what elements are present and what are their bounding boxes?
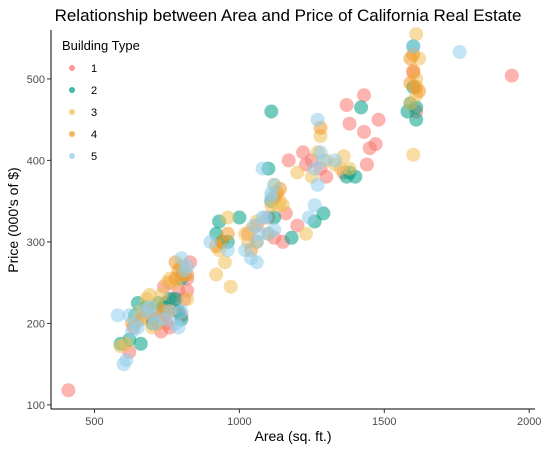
data-point-type-2 <box>409 112 424 127</box>
data-point-type-3 <box>342 161 357 176</box>
data-point-type-4 <box>403 76 418 90</box>
data-point-type-5 <box>452 45 467 59</box>
data-point-type-1 <box>290 218 305 233</box>
data-point-type-1 <box>61 383 76 398</box>
data-point-type-1 <box>504 68 519 83</box>
data-point-type-3 <box>299 226 313 241</box>
data-point-type-2 <box>232 210 247 225</box>
data-point-type-5 <box>130 320 145 335</box>
legend-label: 1 <box>91 63 97 75</box>
y-axis-title: Price (000's of $) <box>5 167 21 272</box>
data-points <box>61 27 519 398</box>
legend-swatch <box>69 131 75 137</box>
y-tick-label: 300 <box>27 237 45 249</box>
data-point-type-5 <box>310 177 325 192</box>
data-point-type-5 <box>252 226 267 241</box>
data-point-type-3 <box>154 287 169 302</box>
legend-item-3: 3 <box>69 107 97 119</box>
legend-swatch <box>69 65 75 71</box>
data-point-type-3 <box>217 255 232 270</box>
data-point-type-3 <box>290 165 305 180</box>
data-point-type-3 <box>406 147 421 162</box>
data-point-type-3 <box>180 292 195 306</box>
data-point-type-3 <box>142 287 157 302</box>
y-tick-label: 100 <box>27 400 45 412</box>
data-point-type-5 <box>171 320 186 335</box>
data-point-type-2 <box>133 336 148 351</box>
data-point-type-5 <box>220 243 235 258</box>
legend-swatch <box>69 87 75 93</box>
legend-items: 1 2 3 4 5 <box>69 63 97 163</box>
legend-item-5: 5 <box>69 151 97 163</box>
data-point-type-5 <box>180 259 195 274</box>
legend-label: 2 <box>91 85 97 97</box>
data-point-type-5 <box>301 210 316 225</box>
data-point-type-1 <box>339 98 354 112</box>
data-point-type-2 <box>168 292 183 306</box>
data-point-type-5 <box>328 153 342 168</box>
legend-label: 4 <box>91 129 97 141</box>
y-tick-label: 400 <box>27 155 45 167</box>
data-point-type-5 <box>110 308 125 323</box>
data-point-type-5 <box>264 190 279 205</box>
data-point-type-1 <box>342 116 357 131</box>
data-point-type-5 <box>267 177 282 192</box>
data-point-type-1 <box>359 157 374 172</box>
data-point-type-5 <box>203 234 218 249</box>
legend-label: 3 <box>91 107 97 119</box>
legend-swatch <box>69 153 75 159</box>
data-point-type-4 <box>406 63 421 78</box>
data-point-type-5 <box>162 304 177 319</box>
data-point-type-5 <box>310 112 325 127</box>
data-point-type-5 <box>119 353 134 368</box>
data-point-type-5 <box>406 39 421 54</box>
legend-item-2: 2 <box>69 85 97 97</box>
data-point-type-3 <box>223 279 238 294</box>
x-axis-ticks: 500 1000 1500 2000 <box>85 409 541 428</box>
data-point-type-3 <box>119 336 134 351</box>
legend-title: Building Type <box>62 38 140 53</box>
data-point-type-3 <box>220 210 235 225</box>
x-axis-title: Area (sq. ft.) <box>254 428 331 444</box>
data-point-type-1 <box>357 88 371 103</box>
data-point-type-5 <box>307 198 322 213</box>
y-tick-label: 200 <box>27 318 45 330</box>
data-point-type-1 <box>281 153 296 168</box>
data-point-type-1 <box>368 137 383 152</box>
legend-item-1: 1 <box>69 63 97 75</box>
x-tick-label: 2000 <box>517 416 541 428</box>
x-tick-label: 1000 <box>227 416 251 428</box>
data-point-type-1 <box>357 124 371 139</box>
data-point-type-5 <box>174 304 189 319</box>
y-tick-label: 500 <box>27 74 45 86</box>
data-point-type-3 <box>209 267 224 282</box>
data-point-type-1 <box>319 169 334 184</box>
legend-label: 5 <box>91 151 97 163</box>
y-axis-ticks: 100 200 300 400 500 <box>27 74 51 412</box>
data-point-type-5 <box>249 255 264 270</box>
data-point-type-5 <box>258 210 273 225</box>
data-point-type-5 <box>307 161 322 176</box>
data-point-type-2 <box>284 230 299 245</box>
data-point-type-2 <box>316 206 331 221</box>
chart-title: Relationship between Area and Price of C… <box>55 6 522 25</box>
data-point-type-1 <box>371 112 386 127</box>
data-point-type-4 <box>220 226 235 241</box>
legend-swatch <box>69 109 75 115</box>
data-point-type-5 <box>255 161 270 176</box>
legend: Building Type 1 2 3 4 5 <box>62 38 140 163</box>
data-point-type-2 <box>264 104 279 119</box>
data-point-type-5 <box>267 222 282 237</box>
data-point-type-3 <box>409 27 424 42</box>
x-tick-label: 1500 <box>372 416 396 428</box>
data-point-type-5 <box>316 153 331 168</box>
legend-item-4: 4 <box>69 129 97 141</box>
data-point-type-2 <box>354 100 369 115</box>
x-tick-label: 500 <box>85 416 103 428</box>
